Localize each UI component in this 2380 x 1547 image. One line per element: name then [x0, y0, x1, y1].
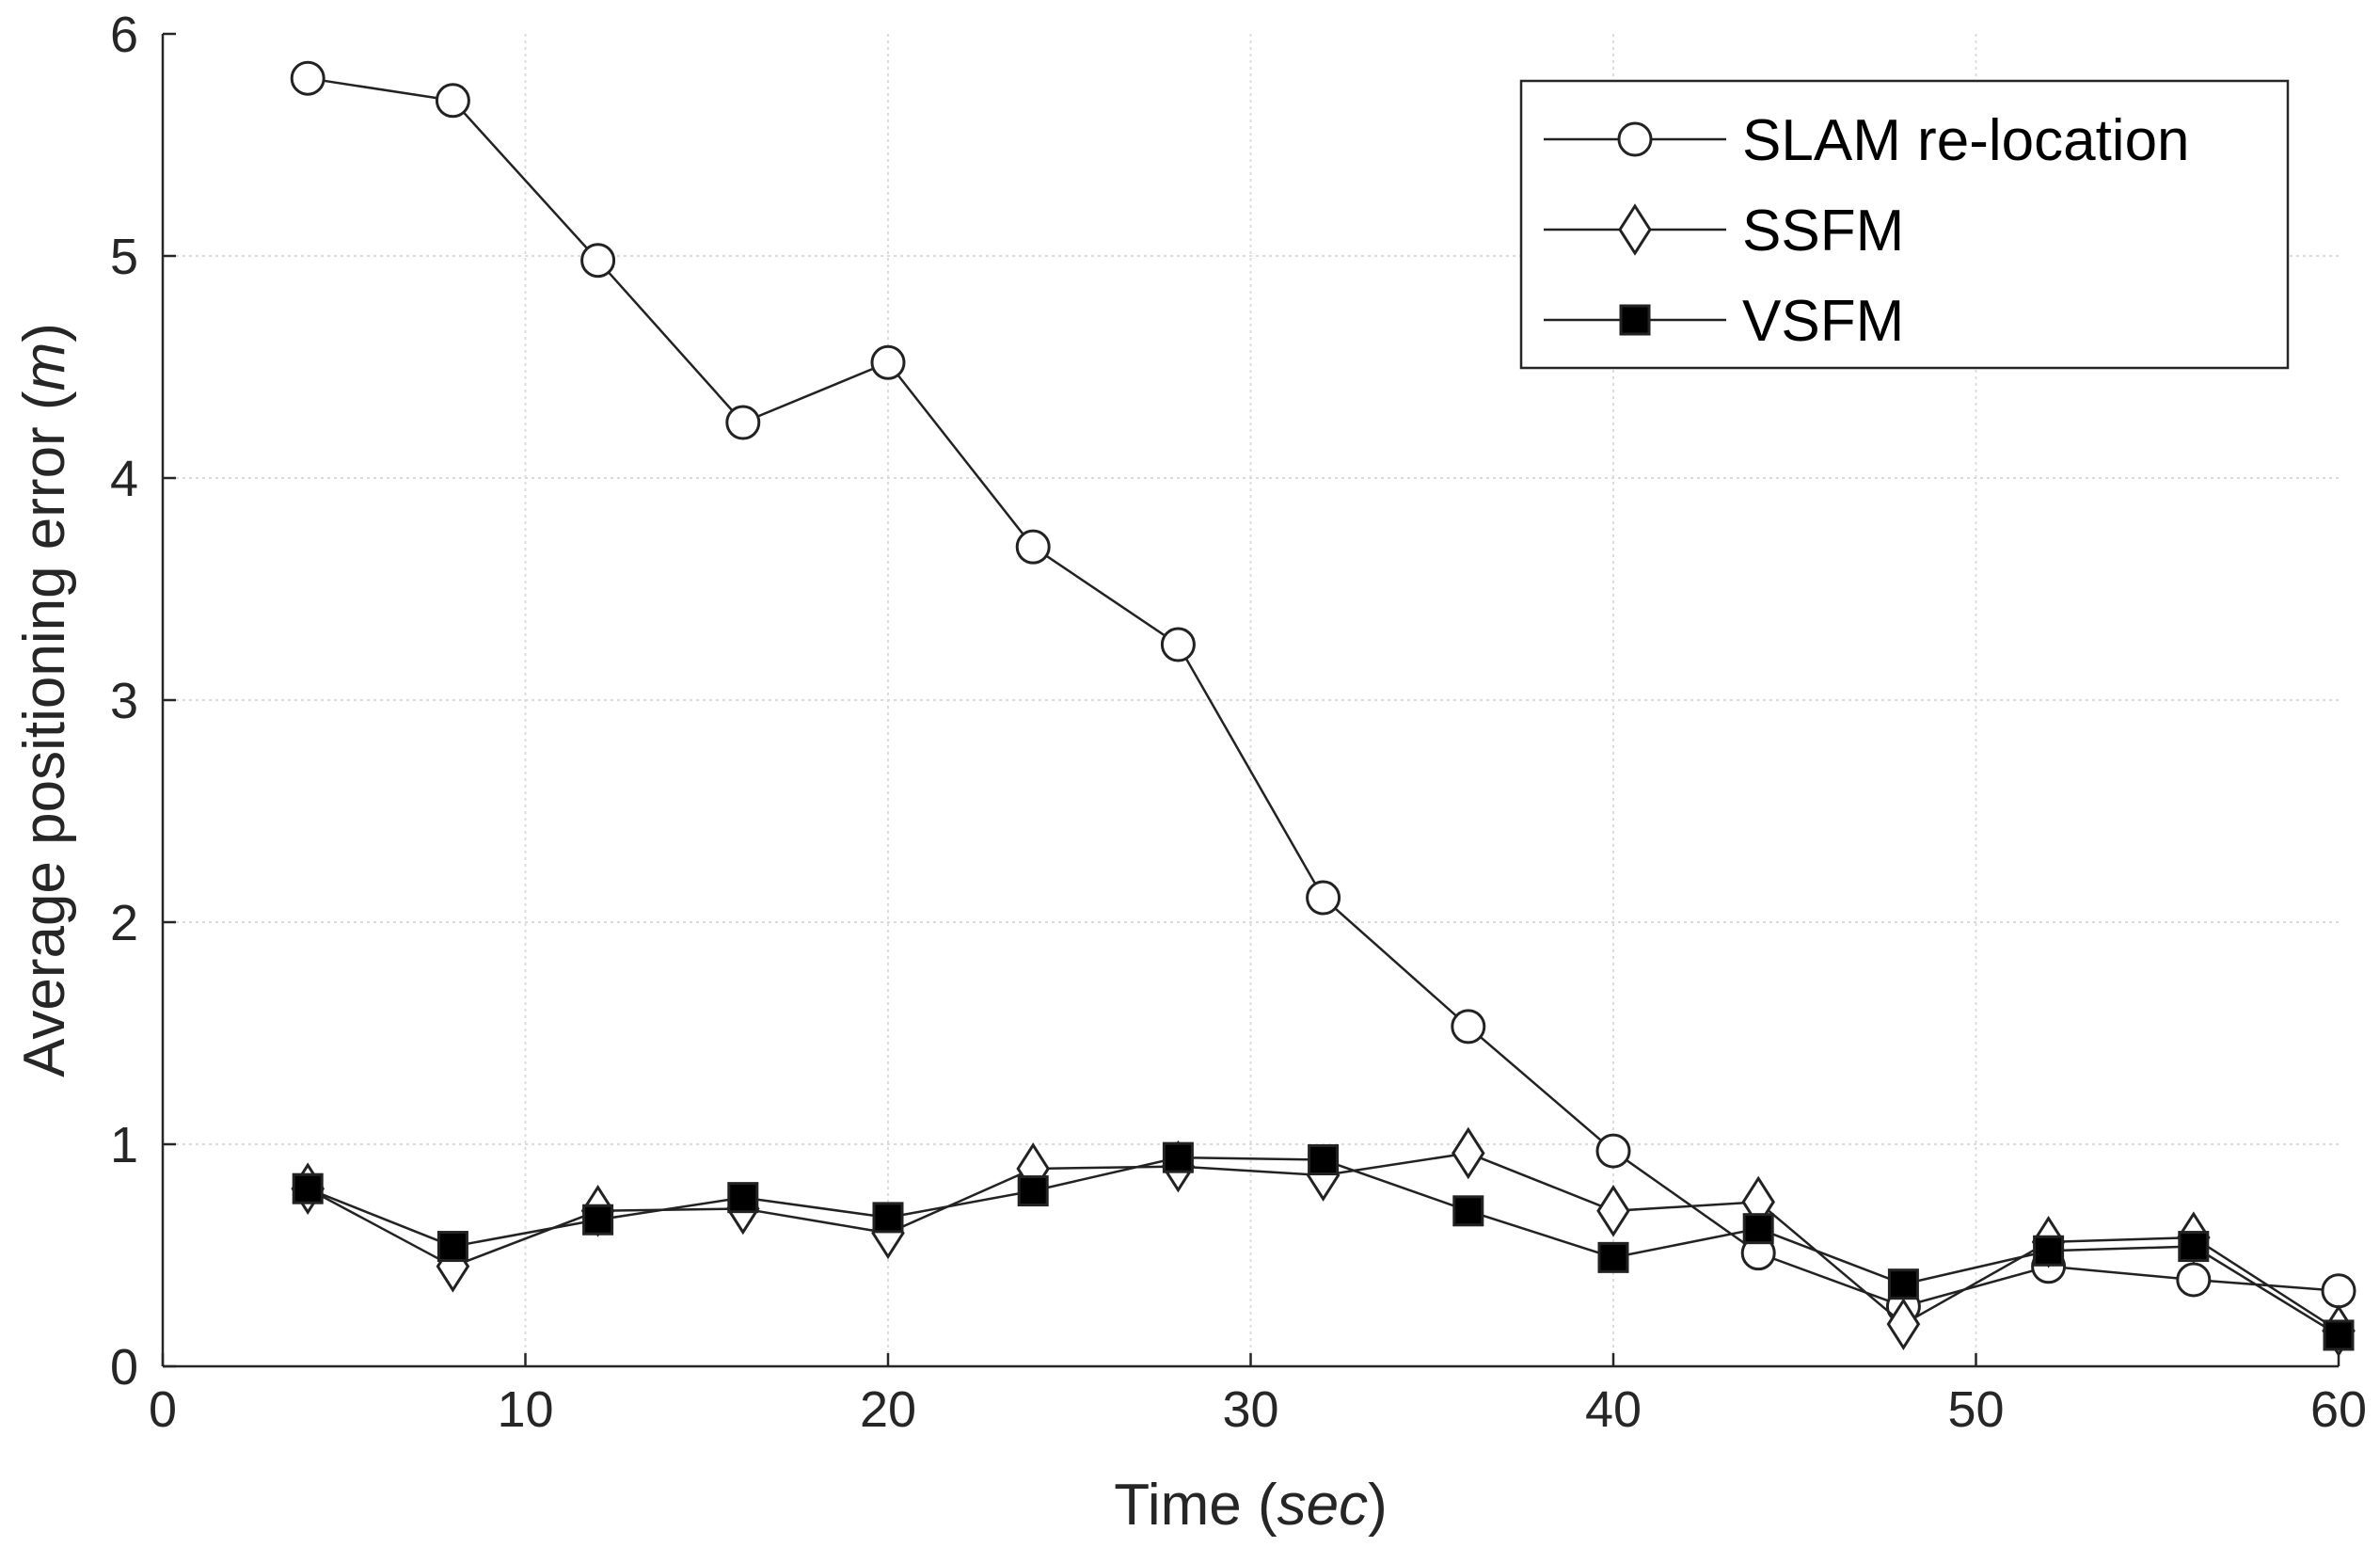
x-tick-label: 20 — [860, 1381, 916, 1438]
square-marker — [292, 1172, 324, 1204]
square-marker — [582, 1204, 614, 1236]
x-tick-label: 0 — [149, 1381, 177, 1438]
square-marker — [2033, 1235, 2065, 1267]
x-tick-label: 40 — [1585, 1381, 1642, 1438]
circle-marker — [2176, 1262, 2212, 1298]
y-tick-label: 0 — [110, 1339, 138, 1395]
x-tick-label: 30 — [1222, 1381, 1278, 1438]
square-marker — [2323, 1319, 2355, 1351]
diamond-marker — [1886, 1298, 1921, 1350]
legend-label: SLAM re-location — [1742, 108, 2190, 173]
legend: SLAM re-location SSFM VSFM — [1519, 79, 2290, 370]
square-marker — [1597, 1241, 1629, 1273]
series-vsfm — [292, 1141, 2355, 1351]
square-marker — [1887, 1268, 1919, 1300]
circle-marker — [290, 60, 325, 96]
legend-circle-marker — [1617, 121, 1653, 157]
y-tick-label: 1 — [110, 1117, 138, 1173]
y-tick-label: 5 — [110, 229, 138, 285]
circle-marker — [1306, 880, 1341, 916]
x-axis-label: Time (sec) — [1114, 1473, 1388, 1538]
square-marker — [436, 1231, 468, 1263]
square-marker — [1742, 1213, 1774, 1245]
circle-marker — [2321, 1273, 2356, 1309]
square-marker — [727, 1182, 759, 1214]
square-marker — [2178, 1231, 2210, 1263]
legend-diamond-marker — [1618, 203, 1652, 256]
y-tick-label: 2 — [110, 895, 138, 951]
legend-label: SSFM — [1742, 199, 1904, 263]
circle-marker — [725, 405, 761, 440]
series-layer — [290, 60, 2356, 1358]
x-tick-label: 60 — [2310, 1381, 2367, 1438]
square-marker — [1162, 1141, 1194, 1173]
square-marker — [1308, 1144, 1340, 1176]
circle-marker — [1015, 529, 1051, 565]
square-marker — [1017, 1175, 1049, 1207]
circle-marker — [1451, 1009, 1486, 1045]
legend-square-marker — [1619, 304, 1651, 336]
x-tick-label: 10 — [497, 1381, 553, 1438]
y-tick-label: 4 — [110, 451, 138, 507]
x-tick-label: 50 — [1947, 1381, 2004, 1438]
grid — [163, 34, 2339, 1366]
circle-marker — [870, 344, 906, 380]
axes: 0 10 20 30 40 50 60 0 1 2 3 4 5 6 Time (sec) Average po… — [12, 7, 2367, 1538]
diamond-marker — [1596, 1185, 1630, 1237]
y-tick-label: 6 — [110, 7, 138, 63]
circle-marker — [580, 243, 616, 279]
y-axis-label: Average positioning error (m) — [12, 323, 77, 1077]
circle-marker — [1595, 1133, 1631, 1169]
legend-label: VSFM — [1742, 289, 1904, 354]
circle-marker — [1160, 627, 1196, 662]
square-marker — [1452, 1195, 1484, 1227]
square-marker — [872, 1202, 904, 1234]
circle-marker — [435, 83, 470, 119]
y-tick-label: 3 — [110, 673, 138, 729]
diamond-marker — [1452, 1126, 1485, 1180]
